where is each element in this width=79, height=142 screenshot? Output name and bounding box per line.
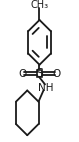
Text: O: O [18, 69, 27, 79]
Text: O: O [52, 69, 61, 79]
Text: NH: NH [38, 83, 54, 93]
Text: CH₃: CH₃ [30, 0, 49, 10]
Text: S: S [35, 67, 44, 80]
